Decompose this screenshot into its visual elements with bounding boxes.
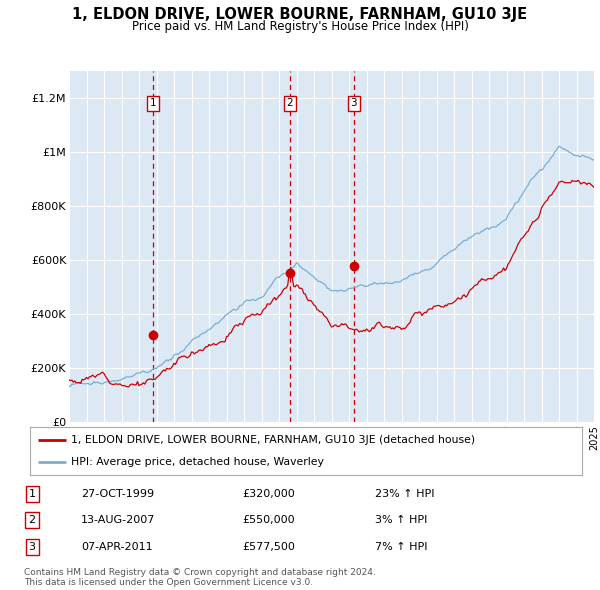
Text: 2: 2 [286, 98, 293, 108]
Text: This data is licensed under the Open Government Licence v3.0.: This data is licensed under the Open Gov… [24, 578, 313, 587]
Text: £577,500: £577,500 [242, 542, 295, 552]
Text: 3% ↑ HPI: 3% ↑ HPI [375, 515, 427, 525]
Text: 1, ELDON DRIVE, LOWER BOURNE, FARNHAM, GU10 3JE: 1, ELDON DRIVE, LOWER BOURNE, FARNHAM, G… [73, 7, 527, 22]
Text: £320,000: £320,000 [242, 489, 295, 499]
Text: 3: 3 [29, 542, 35, 552]
Text: 1: 1 [29, 489, 35, 499]
Text: 23% ↑ HPI: 23% ↑ HPI [375, 489, 434, 499]
Text: Price paid vs. HM Land Registry's House Price Index (HPI): Price paid vs. HM Land Registry's House … [131, 20, 469, 33]
Text: 7% ↑ HPI: 7% ↑ HPI [375, 542, 427, 552]
Text: 2: 2 [29, 515, 36, 525]
Text: 13-AUG-2007: 13-AUG-2007 [81, 515, 155, 525]
Text: 3: 3 [350, 98, 357, 108]
Text: 27-OCT-1999: 27-OCT-1999 [81, 489, 154, 499]
Text: 1: 1 [150, 98, 157, 108]
Text: £550,000: £550,000 [242, 515, 295, 525]
Text: 1, ELDON DRIVE, LOWER BOURNE, FARNHAM, GU10 3JE (detached house): 1, ELDON DRIVE, LOWER BOURNE, FARNHAM, G… [71, 435, 476, 445]
Text: HPI: Average price, detached house, Waverley: HPI: Average price, detached house, Wave… [71, 457, 324, 467]
Text: Contains HM Land Registry data © Crown copyright and database right 2024.: Contains HM Land Registry data © Crown c… [24, 568, 376, 576]
Text: 07-APR-2011: 07-APR-2011 [81, 542, 153, 552]
